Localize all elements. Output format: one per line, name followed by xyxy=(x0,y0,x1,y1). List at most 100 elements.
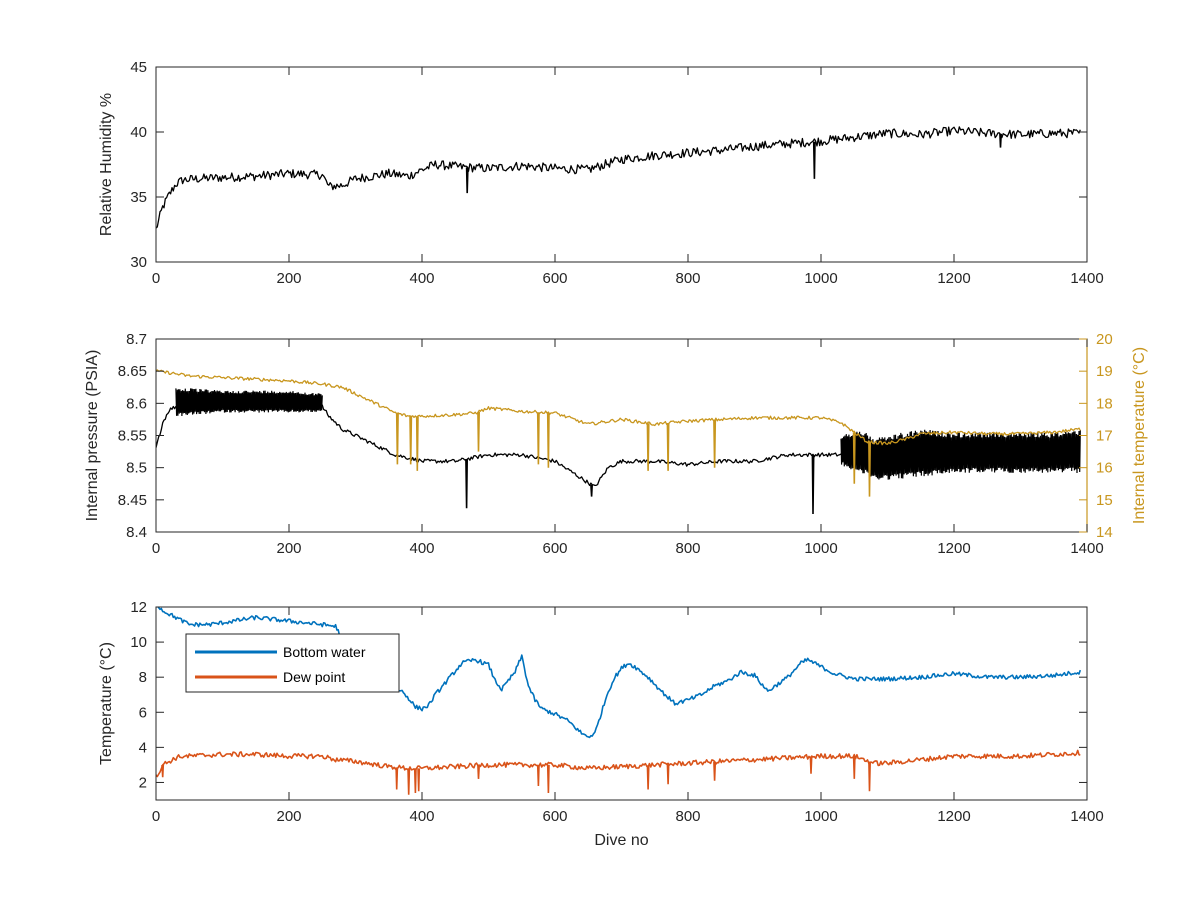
y-tick-label: 10 xyxy=(130,634,147,651)
y-tick-label: 8 xyxy=(139,669,147,686)
x-tick-label: 200 xyxy=(276,540,301,557)
spike-2-1 xyxy=(395,767,399,790)
spike-2-13 xyxy=(868,761,871,792)
spike-0-0 xyxy=(465,167,469,194)
spike-1-8 xyxy=(546,412,550,468)
plot-area xyxy=(156,607,1082,795)
spike-2-10 xyxy=(713,761,717,781)
x-tick-label: 200 xyxy=(276,808,301,825)
spike-1-6 xyxy=(477,411,480,452)
spike-1-13 xyxy=(868,442,871,497)
x-tick-label: 1000 xyxy=(804,540,837,557)
x-tick-label: 0 xyxy=(152,540,160,557)
spike-1-4 xyxy=(409,416,413,465)
y-tick-label: 6 xyxy=(139,704,147,721)
y2-tick-label: 17 xyxy=(1096,428,1113,445)
y-tick-label: 12 xyxy=(130,599,147,616)
spike-1-2 xyxy=(811,454,815,515)
legend-box xyxy=(185,633,400,693)
y-axis-label: Internal pressure (PSIA) xyxy=(84,350,101,522)
spike-2-3 xyxy=(413,768,417,794)
spike-1-3 xyxy=(395,413,399,465)
x-tick-label: 800 xyxy=(675,540,700,557)
x-tick-label: 600 xyxy=(542,540,567,557)
series-0-0 xyxy=(156,126,1081,229)
y-tick-label: 8.45 xyxy=(118,492,147,509)
y-tick-label: 8.7 xyxy=(126,331,147,348)
spike-2-12 xyxy=(852,756,856,779)
series-band-1-1 xyxy=(175,388,323,417)
x-tick-label: 400 xyxy=(409,270,434,287)
y-tick-label: 35 xyxy=(130,189,147,206)
y2-tick-label: 14 xyxy=(1096,524,1113,541)
x-tick-label: 1200 xyxy=(937,540,970,557)
legend: Bottom water Dew point xyxy=(185,633,400,693)
y-tick-label: 4 xyxy=(139,739,147,756)
y2-tick-label: 18 xyxy=(1096,395,1113,412)
y-tick-label: 8.65 xyxy=(118,363,147,380)
plot-area xyxy=(156,126,1081,229)
y-tick-label: 45 xyxy=(130,59,147,76)
x-tick-label: 0 xyxy=(152,808,160,825)
y2-tick-label: 20 xyxy=(1096,331,1113,348)
y-tick-label: 8.55 xyxy=(118,428,147,445)
x-axis-label: Dive no xyxy=(594,832,648,849)
x-tick-label: 600 xyxy=(542,270,567,287)
spike-2-9 xyxy=(666,764,670,785)
y-tick-label: 8.4 xyxy=(126,524,147,541)
y-tick-label: 8.6 xyxy=(126,395,147,412)
x-tick-label: 1400 xyxy=(1070,270,1103,287)
series-band-1-2 xyxy=(840,429,1081,480)
panel-2: 0 200 400 600 800 1000 1200 1400 8.4 8.45 8.5 8.55 8… xyxy=(84,331,1148,557)
y2-tick-label: 19 xyxy=(1096,363,1113,380)
x-tick-label: 600 xyxy=(542,808,567,825)
y-tick-label: 8.5 xyxy=(126,460,147,477)
series-dew-point xyxy=(156,749,1081,778)
spike-1-0 xyxy=(465,458,468,509)
spike-0-2 xyxy=(999,133,1002,148)
spike-1-7 xyxy=(536,412,540,465)
y-axis-label: Relative Humidity % xyxy=(98,93,115,236)
y2-axis-label: Internal temperature (°C) xyxy=(1131,347,1148,524)
spike-1-5 xyxy=(415,416,419,471)
x-tick-label: 400 xyxy=(409,540,434,557)
spike-1-9 xyxy=(646,423,650,471)
spike-2-6 xyxy=(536,764,540,787)
spike-1-12 xyxy=(852,432,856,484)
panel-3: 0 200 400 600 800 1000 1200 1400 2 4 6 8 10 12 Tempera… xyxy=(98,599,1104,849)
x-tick-label: 0 xyxy=(152,270,160,287)
spike-2-8 xyxy=(646,765,650,790)
x-tick-label: 1200 xyxy=(937,270,970,287)
y-axis-label: Temperature (°C) xyxy=(98,642,115,765)
x-tick-label: 800 xyxy=(675,270,700,287)
plot-area xyxy=(156,369,1081,515)
spike-0-1 xyxy=(812,141,816,179)
y-tick-label: 2 xyxy=(139,774,147,791)
y2-tick-label: 15 xyxy=(1096,492,1113,509)
y-tick-label: 40 xyxy=(130,124,147,141)
axes-box xyxy=(155,66,1088,263)
y-tick-label: 30 xyxy=(130,254,147,271)
y2-tick-label: 16 xyxy=(1096,460,1113,477)
series-bottom-water xyxy=(157,607,1082,739)
legend-label: Dew point xyxy=(283,669,345,685)
x-tick-label: 200 xyxy=(276,270,301,287)
x-tick-label: 1400 xyxy=(1070,540,1103,557)
x-tick-label: 1400 xyxy=(1070,808,1103,825)
spike-2-0 xyxy=(161,764,165,778)
spike-2-11 xyxy=(809,756,813,774)
x-tick-label: 1000 xyxy=(804,808,837,825)
spike-2-2 xyxy=(407,768,411,795)
axes-box xyxy=(155,606,1088,801)
legend-label: Bottom water xyxy=(283,644,366,660)
spike-2-5 xyxy=(477,765,480,779)
spike-1-1 xyxy=(590,484,593,497)
x-tick-label: 1200 xyxy=(937,808,970,825)
spike-2-7 xyxy=(546,764,550,794)
x-tick-label: 400 xyxy=(409,808,434,825)
spike-1-10 xyxy=(666,422,670,471)
spike-2-4 xyxy=(417,768,421,792)
x-tick-label: 800 xyxy=(675,808,700,825)
spike-1-11 xyxy=(713,419,717,468)
